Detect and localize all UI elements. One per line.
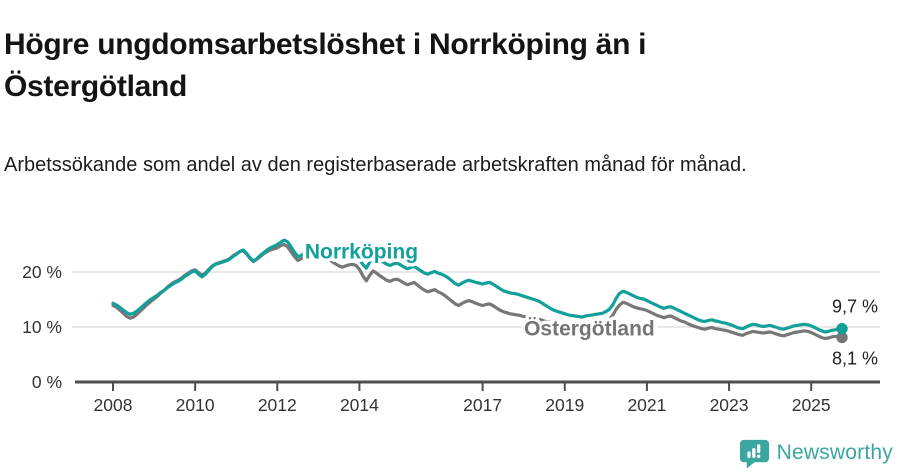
series-end-dot: [836, 331, 848, 344]
exclamation-bar: [756, 444, 760, 453]
y-tick-label: 20 %: [22, 262, 62, 282]
series-line-norrkping: [111, 238, 844, 334]
x-tick-label: 2014: [340, 395, 379, 415]
bar-tall: [751, 448, 756, 458]
line-chart: 0 % 10 % 20 % 2008 2010 2012 2014 2017 2019 2021 2…: [22, 237, 880, 415]
y-tick-label: 0 %: [32, 372, 62, 392]
series-label: Norrköping: [305, 240, 418, 263]
end-value-label: 8,1 %: [832, 348, 878, 368]
chart-subtitle: Arbetssökande som andel av den registerb…: [4, 154, 747, 176]
brand-name: Newsworthy: [776, 441, 893, 464]
bar-small: [746, 451, 751, 458]
series-label: Östergötland: [524, 317, 655, 340]
series-end-dot: [836, 322, 848, 335]
page-title: Högre ungdomsarbetslöshet i Norrköping ä…: [4, 28, 647, 104]
x-tick-label: 2023: [710, 395, 749, 415]
x-tick-label: 2025: [792, 395, 831, 415]
newsworthy-logo-icon: [739, 439, 769, 469]
x-tick-label: 2017: [463, 395, 502, 415]
y-tick-label: 10 %: [22, 317, 62, 337]
x-tick-label: 2010: [176, 395, 215, 415]
x-tick-label: 2012: [258, 395, 297, 415]
x-tick-label: 2019: [545, 395, 584, 415]
end-value-label: 9,7 %: [832, 297, 878, 317]
brand-footer: Newsworthy: [739, 437, 893, 469]
x-tick-label: 2021: [627, 395, 666, 415]
x-tick-label: 2008: [94, 395, 133, 415]
exclamation-dot: [756, 454, 760, 458]
